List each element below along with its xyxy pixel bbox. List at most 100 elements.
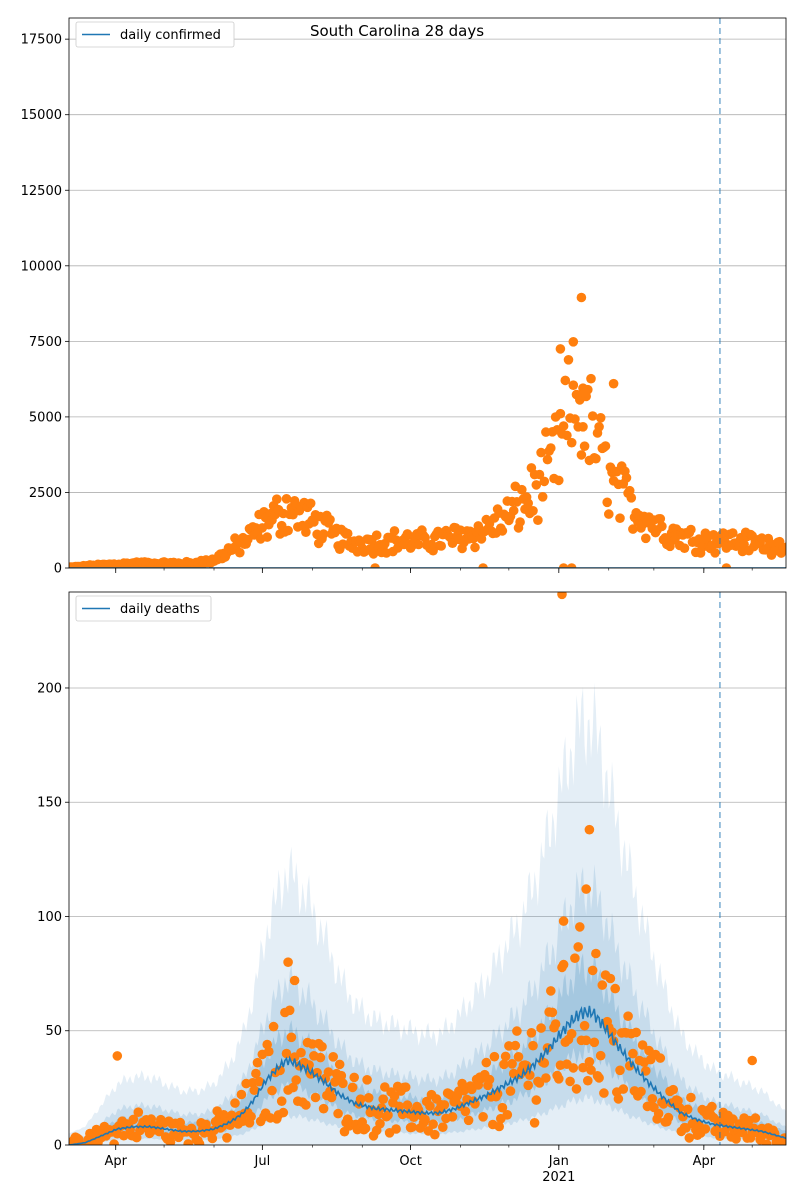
data-point xyxy=(470,542,480,553)
data-point xyxy=(584,1057,595,1067)
data-point xyxy=(267,1085,277,1096)
data-point xyxy=(668,1084,678,1095)
data-point xyxy=(317,1041,327,1052)
data-point xyxy=(587,965,598,976)
data-point xyxy=(291,1075,302,1085)
y-tick-label: 150 xyxy=(37,796,62,811)
data-point xyxy=(536,1023,546,1033)
band-middle xyxy=(69,864,786,1145)
data-point xyxy=(761,1139,772,1145)
data-point xyxy=(430,1129,440,1140)
data-point xyxy=(470,1099,480,1109)
data-point xyxy=(318,1103,329,1114)
data-point xyxy=(579,441,590,452)
data-point xyxy=(546,443,556,453)
data-point xyxy=(566,563,577,568)
data-point xyxy=(608,378,619,389)
data-point xyxy=(604,509,614,519)
data-point xyxy=(583,1075,593,1086)
data-point xyxy=(647,1094,658,1104)
y-tick-label: 7500 xyxy=(29,335,62,350)
y-tick-label: 5000 xyxy=(29,410,62,425)
data-point xyxy=(558,959,569,970)
data-point xyxy=(460,1106,471,1117)
data-point xyxy=(576,450,587,460)
data-point xyxy=(222,1133,232,1143)
data-point xyxy=(686,1092,696,1103)
data-point xyxy=(349,1072,360,1083)
data-point xyxy=(554,475,564,486)
legend-box xyxy=(75,595,212,622)
data-point xyxy=(747,1055,757,1066)
legend-label: daily deaths xyxy=(120,602,200,617)
data-point xyxy=(571,1084,582,1094)
data-point xyxy=(607,1027,617,1037)
data-point xyxy=(301,527,311,537)
data-point xyxy=(489,1051,500,1062)
band-inner xyxy=(69,951,786,1145)
data-point xyxy=(276,1096,287,1106)
plot-area xyxy=(69,292,786,568)
data-point xyxy=(536,447,546,458)
data-point xyxy=(655,1053,666,1063)
data-point xyxy=(781,1140,786,1145)
data-point xyxy=(657,521,667,532)
data-point xyxy=(318,529,329,539)
data-point xyxy=(355,1094,366,1104)
data-point xyxy=(573,942,583,952)
data-point xyxy=(589,1037,600,1048)
data-point xyxy=(425,1101,435,1111)
data-point xyxy=(146,1114,156,1124)
data-point xyxy=(342,528,353,539)
data-point xyxy=(502,1110,513,1120)
data-point xyxy=(568,337,579,347)
plot-area xyxy=(69,592,786,1145)
data-point xyxy=(557,592,567,600)
data-point xyxy=(628,524,638,534)
data-point xyxy=(578,422,588,432)
data-point xyxy=(541,1073,551,1083)
data-point xyxy=(330,1077,340,1087)
data-point xyxy=(537,492,548,502)
data-point xyxy=(347,1082,358,1093)
data-point xyxy=(183,1139,193,1145)
series-line xyxy=(69,1005,786,1145)
data-point xyxy=(562,430,572,441)
data-point xyxy=(378,1094,389,1104)
data-point xyxy=(400,1082,411,1092)
data-point xyxy=(781,542,786,553)
data-point xyxy=(546,986,556,996)
data-point xyxy=(707,1101,717,1112)
data-point xyxy=(478,563,488,568)
legend-box xyxy=(75,21,235,48)
data-point xyxy=(531,480,542,490)
data-point xyxy=(362,1075,372,1085)
data-point xyxy=(576,292,587,303)
data-point xyxy=(194,1139,205,1145)
data-point xyxy=(610,983,620,994)
data-point xyxy=(728,528,738,538)
data-point xyxy=(602,497,612,508)
data-point xyxy=(512,1026,522,1036)
data-point xyxy=(268,1021,279,1032)
data-point xyxy=(336,1070,347,1081)
data-point xyxy=(360,1123,371,1134)
y-tick-label: 0 xyxy=(54,562,62,577)
data-point xyxy=(428,1119,438,1129)
data-point xyxy=(420,1114,430,1125)
data-point xyxy=(636,1086,646,1097)
data-point xyxy=(525,1070,535,1080)
data-point xyxy=(375,1118,385,1129)
data-point xyxy=(686,524,696,535)
data-point xyxy=(599,1088,609,1098)
legend-label: daily confirmed xyxy=(120,28,221,43)
data-point xyxy=(438,1122,448,1132)
x-tick-label: Oct xyxy=(399,1154,421,1169)
data-point xyxy=(595,413,606,423)
data-point xyxy=(371,530,382,540)
data-point xyxy=(109,1139,119,1145)
data-point xyxy=(284,1005,295,1016)
data-point xyxy=(558,916,569,926)
data-point xyxy=(278,1107,289,1118)
